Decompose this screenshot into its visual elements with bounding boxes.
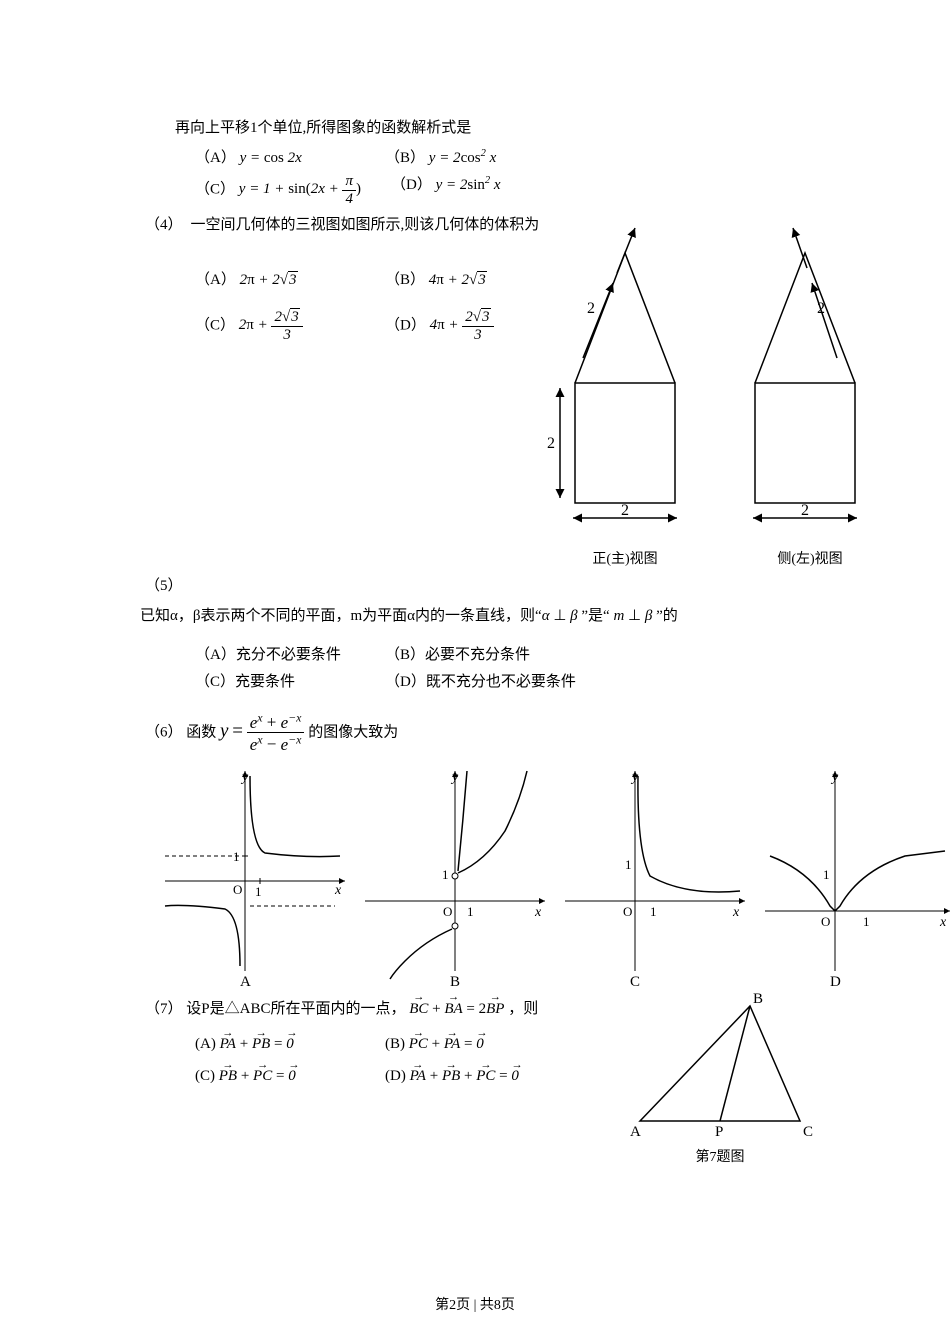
side-view-caption: 侧(左)视图 <box>735 548 885 568</box>
q4-opt-C: （C） 2π + 233 <box>195 309 355 343</box>
q3-opt-B: （B） y = 2cos2 x <box>385 146 545 167</box>
q7-stem: （7） 设P是△ABC所在平面内的一点， BC + BA = 2BP ，则 <box>145 997 620 1021</box>
graph-C: O 1 1 y x C <box>555 761 755 991</box>
q3-B-math: y = 2cos2 x <box>429 150 496 166</box>
svg-text:A: A <box>630 1124 641 1140</box>
q3-options-row2: （C） y = 1 + sin(2x + π4) （D） y = 2sin2 x <box>195 173 820 207</box>
q7-figure: A B C P 第7题图 <box>620 991 820 1166</box>
q6-graphs: O 1 1 y x A O 1 1 y x <box>155 761 820 991</box>
q3-opt-C: （C） y = 1 + sin(2x + π4) <box>195 173 361 207</box>
q5-num: （5） <box>145 574 820 598</box>
q5-opt-C: （C）充要条件 <box>195 670 355 691</box>
svg-text:1: 1 <box>255 884 262 899</box>
svg-text:O: O <box>443 904 452 919</box>
graph-B: O 1 1 y x B <box>355 761 555 991</box>
q7-opt-A: (A) PA + PB = 0 <box>195 1036 355 1053</box>
q7-opts-row1: (A) PA + PB = 0 (B) PC + PA = 0 <box>195 1036 620 1053</box>
q7-fig-caption: 第7题图 <box>620 1146 820 1166</box>
svg-text:x: x <box>534 905 542 920</box>
svg-text:1: 1 <box>467 904 474 919</box>
q3-opt-D: （D） y = 2sin2 x <box>391 173 551 207</box>
svg-text:2: 2 <box>621 502 629 519</box>
q7-opts-row2: (C) PB + PC = 0 (D) PA + PB + PC = 0 <box>195 1068 620 1085</box>
page-footer: 第2页 | 共8页 <box>0 1294 950 1314</box>
svg-text:C: C <box>630 974 640 990</box>
svg-text:1: 1 <box>650 904 657 919</box>
q7-opt-C: (C) PB + PC = 0 <box>195 1068 355 1085</box>
svg-text:2: 2 <box>587 300 595 317</box>
q3-opt-A: （A） y = cos 2x <box>195 146 355 167</box>
svg-text:1: 1 <box>863 914 870 929</box>
q4-opts-row2: （C） 2π + 233 （D） 4π + 233 <box>195 309 545 343</box>
svg-text:y: y <box>450 770 459 785</box>
front-view-svg: 2 2 2 <box>545 243 705 543</box>
svg-text:x: x <box>334 883 342 898</box>
q5-stem: 已知α，β表示两个不同的平面，m为平面α内的一条直线，则“α ⊥ β ”是“ m… <box>140 604 820 628</box>
q7-opt-B: (B) PC + PA = 0 <box>385 1036 545 1053</box>
q7-opt-D: (D) PA + PB + PC = 0 <box>385 1068 545 1085</box>
q3-D-math: y = 2sin2 x <box>436 177 501 193</box>
svg-text:C: C <box>803 1124 813 1140</box>
q6-stem: （6） 函数 y = ex + e−x ex − e−x 的图像大致为 <box>145 711 820 755</box>
svg-text:A: A <box>240 974 251 990</box>
page-content: 再向上平移1个单位,所得图象的函数解析式是 （A） y = cos 2x （B）… <box>0 0 950 1166</box>
q4-opt-A: （A） 2π + 23 <box>195 268 355 289</box>
svg-text:B: B <box>753 991 763 1007</box>
q5-opts-row1: （A）充分不必要条件 （B）必要不充分条件 <box>195 643 820 664</box>
q4-figure: 2 2 2 正(主)视图 <box>545 243 885 568</box>
q4-opt-D: （D） 4π + 233 <box>385 309 545 343</box>
q5-opt-D: （D）既不充分也不必要条件 <box>385 670 576 691</box>
svg-text:2: 2 <box>547 435 555 452</box>
svg-text:1: 1 <box>625 857 632 872</box>
svg-text:1: 1 <box>442 867 449 882</box>
svg-text:y: y <box>830 770 839 785</box>
svg-text:P: P <box>715 1124 723 1140</box>
svg-text:y: y <box>240 770 249 785</box>
q3-cont: 再向上平移1个单位,所得图象的函数解析式是 <box>145 116 820 140</box>
svg-text:O: O <box>623 904 632 919</box>
q4-opts-row1: （A） 2π + 23 （B） 4π + 23 <box>195 268 545 289</box>
svg-text:2: 2 <box>801 502 809 519</box>
graph-D: O 1 1 y x D <box>755 761 950 991</box>
q5-opts-row2: （C）充要条件 （D）既不充分也不必要条件 <box>195 670 820 691</box>
q3-options-row1: （A） y = cos 2x （B） y = 2cos2 x <box>195 146 820 167</box>
front-view-caption: 正(主)视图 <box>545 548 705 568</box>
svg-text:1: 1 <box>823 867 830 882</box>
side-view-svg: 2 2 <box>735 243 885 543</box>
svg-text:2: 2 <box>817 300 825 317</box>
q5-opt-B: （B）必要不充分条件 <box>385 643 545 664</box>
svg-text:D: D <box>830 974 841 990</box>
graph-A: O 1 1 y x A <box>155 761 355 991</box>
svg-text:x: x <box>939 915 947 930</box>
svg-text:O: O <box>821 914 830 929</box>
q3-A-math: y = cos 2x <box>240 150 302 166</box>
svg-text:x: x <box>732 905 740 920</box>
q5-opt-A: （A）充分不必要条件 <box>195 643 355 664</box>
q4-opt-B: （B） 4π + 23 <box>385 268 545 289</box>
q4-stem: （4） 一空间几何体的三视图如图所示,则该几何体的体积为 <box>145 213 820 237</box>
svg-text:O: O <box>233 882 242 897</box>
q3-C-math: y = 1 + sin(2x + π4) <box>239 181 361 197</box>
